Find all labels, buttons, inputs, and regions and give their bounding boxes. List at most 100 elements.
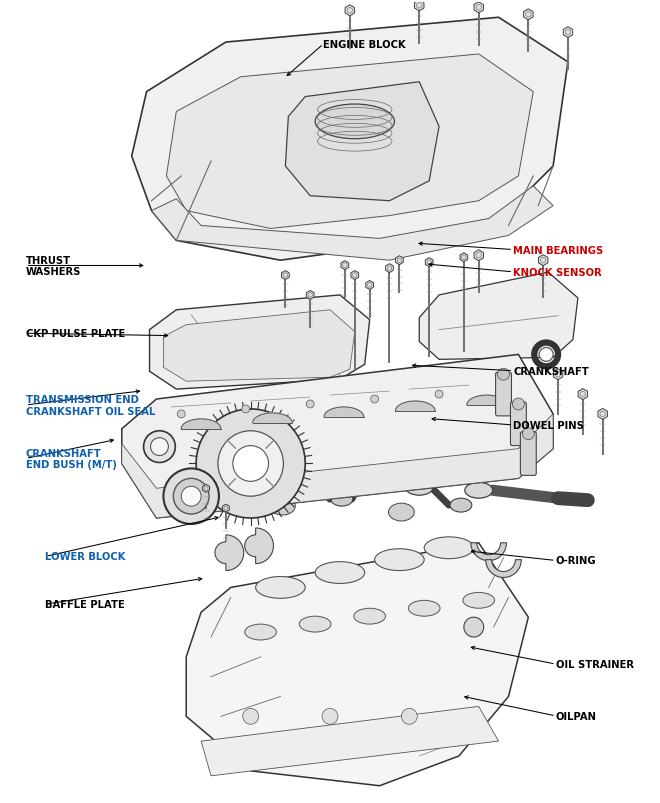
Circle shape: [233, 446, 269, 482]
Circle shape: [174, 479, 209, 515]
Circle shape: [218, 431, 283, 496]
Ellipse shape: [227, 471, 255, 487]
Polygon shape: [474, 251, 484, 261]
Polygon shape: [201, 707, 498, 776]
Ellipse shape: [329, 445, 355, 463]
Text: DOWEL PINS: DOWEL PINS: [513, 421, 584, 430]
Ellipse shape: [448, 451, 474, 469]
Polygon shape: [563, 27, 573, 39]
Text: THRUST
WASHERS: THRUST WASHERS: [26, 255, 81, 277]
Ellipse shape: [405, 479, 433, 495]
Polygon shape: [164, 311, 355, 381]
Ellipse shape: [271, 454, 293, 468]
Polygon shape: [460, 254, 468, 263]
Polygon shape: [523, 10, 533, 21]
Polygon shape: [395, 256, 403, 265]
Text: MAIN BEARINGS: MAIN BEARINGS: [513, 245, 603, 255]
Text: CRANKSHAFT: CRANKSHAFT: [513, 366, 589, 377]
Circle shape: [500, 385, 508, 393]
Text: LOWER BLOCK: LOWER BLOCK: [46, 552, 125, 562]
Circle shape: [401, 708, 417, 724]
Text: OIL STRAINER: OIL STRAINER: [556, 659, 634, 669]
Polygon shape: [414, 1, 424, 12]
Ellipse shape: [315, 562, 365, 584]
Polygon shape: [539, 255, 548, 267]
Circle shape: [322, 708, 338, 724]
Circle shape: [196, 410, 305, 519]
Polygon shape: [366, 281, 374, 290]
Polygon shape: [324, 407, 364, 418]
Polygon shape: [471, 543, 506, 560]
Ellipse shape: [450, 499, 472, 512]
Polygon shape: [395, 402, 435, 411]
Polygon shape: [351, 271, 358, 280]
Text: BAFFLE PLATE: BAFFLE PLATE: [46, 600, 125, 609]
Polygon shape: [341, 261, 348, 271]
Polygon shape: [150, 296, 370, 389]
Circle shape: [144, 431, 176, 463]
Polygon shape: [486, 560, 521, 577]
Text: KNOCK SENSOR: KNOCK SENSOR: [513, 267, 602, 278]
Polygon shape: [285, 83, 439, 202]
Circle shape: [306, 401, 314, 409]
Polygon shape: [385, 264, 393, 273]
Polygon shape: [467, 396, 506, 406]
Ellipse shape: [354, 609, 385, 624]
Polygon shape: [121, 355, 553, 519]
Ellipse shape: [346, 477, 374, 492]
Ellipse shape: [315, 105, 395, 140]
Ellipse shape: [409, 601, 440, 617]
Circle shape: [522, 428, 534, 440]
Ellipse shape: [465, 483, 492, 499]
Ellipse shape: [255, 577, 305, 598]
Circle shape: [512, 398, 524, 410]
Text: TRANSMISSION END
CRANKSHAFT OIL SEAL: TRANSMISSION END CRANKSHAFT OIL SEAL: [26, 395, 155, 416]
Text: CRANKSHAFT
END BUSH (M/T): CRANKSHAFT END BUSH (M/T): [26, 448, 117, 470]
Circle shape: [464, 618, 484, 638]
Polygon shape: [578, 389, 587, 400]
Polygon shape: [182, 419, 221, 430]
Ellipse shape: [269, 498, 295, 516]
Circle shape: [539, 348, 553, 362]
Polygon shape: [222, 504, 229, 512]
Ellipse shape: [391, 460, 412, 474]
Text: O-RING: O-RING: [556, 556, 597, 566]
Circle shape: [242, 406, 249, 414]
Ellipse shape: [286, 474, 314, 490]
Circle shape: [371, 396, 379, 403]
Ellipse shape: [424, 537, 474, 559]
Circle shape: [150, 438, 168, 456]
Ellipse shape: [331, 492, 353, 507]
Circle shape: [164, 469, 219, 524]
Polygon shape: [306, 291, 314, 300]
Polygon shape: [186, 543, 528, 786]
Circle shape: [498, 369, 510, 381]
Polygon shape: [474, 3, 484, 14]
Polygon shape: [345, 6, 354, 17]
Ellipse shape: [375, 549, 424, 571]
Ellipse shape: [299, 617, 331, 632]
Polygon shape: [598, 409, 607, 420]
Circle shape: [182, 487, 201, 507]
Text: CKP PULSE PLATE: CKP PULSE PLATE: [26, 328, 125, 339]
Polygon shape: [121, 414, 553, 519]
Polygon shape: [203, 485, 209, 492]
Polygon shape: [282, 271, 289, 280]
Polygon shape: [245, 528, 273, 564]
Ellipse shape: [245, 624, 277, 640]
Text: ENGINE BLOCK: ENGINE BLOCK: [323, 40, 406, 50]
Polygon shape: [132, 18, 568, 261]
Circle shape: [435, 390, 443, 398]
Ellipse shape: [463, 593, 494, 609]
FancyBboxPatch shape: [520, 432, 536, 475]
Polygon shape: [215, 535, 244, 571]
FancyBboxPatch shape: [510, 402, 526, 446]
Polygon shape: [419, 273, 578, 360]
Polygon shape: [152, 186, 553, 261]
Circle shape: [178, 410, 185, 418]
Circle shape: [243, 708, 259, 724]
Text: OILPAN: OILPAN: [556, 711, 597, 721]
Ellipse shape: [389, 503, 414, 521]
FancyBboxPatch shape: [496, 373, 512, 416]
Polygon shape: [553, 369, 563, 380]
